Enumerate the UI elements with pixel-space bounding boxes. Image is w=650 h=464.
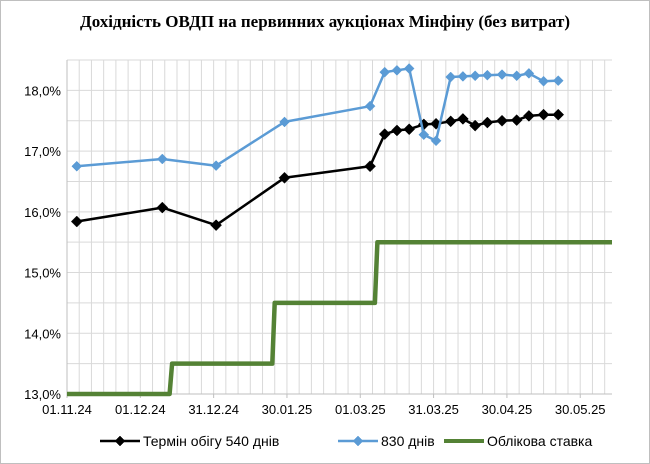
- legend-label: Облікова ставка: [487, 433, 592, 449]
- data-point: [156, 201, 169, 214]
- data-point: [537, 108, 550, 121]
- data-point: [496, 114, 508, 127]
- legend-item-1: Термін обігу 540 днів: [100, 433, 279, 449]
- data-point: [511, 70, 523, 82]
- legend: Термін обігу 540 днів 830 днів Облікова ст…: [100, 433, 592, 449]
- y-tick-label: 16,0%: [24, 205, 61, 220]
- data-point: [481, 116, 494, 129]
- axes: 13,0% 14,0% 15,0% 16,0% 17,0% 18,0% 01.11.24 01…: [24, 60, 612, 417]
- data-point: [482, 69, 493, 81]
- data-point: [469, 119, 481, 132]
- x-tick-label: 01.12.24: [115, 402, 166, 417]
- y-tick-label: 17,0%: [24, 144, 61, 159]
- data-point: [457, 113, 469, 125]
- legend-label: Термін обігу 540 днів: [143, 433, 279, 449]
- legend-label: 830 днів: [381, 433, 435, 449]
- y-tick-label: 18,0%: [24, 83, 61, 98]
- data-point: [378, 128, 391, 140]
- x-tick-label: 30.05.25: [555, 402, 606, 417]
- data-point: [552, 108, 565, 121]
- y-tick-label: 14,0%: [24, 326, 61, 341]
- data-point: [391, 124, 403, 137]
- x-tick-label: 31.12.24: [188, 402, 239, 417]
- data-point: [457, 71, 469, 82]
- series-1: [70, 108, 565, 232]
- data-point: [403, 123, 416, 136]
- data-point: [445, 71, 457, 83]
- data-point: [418, 129, 430, 141]
- data-point: [538, 75, 549, 87]
- data-point: [523, 68, 535, 79]
- data-point: [278, 171, 291, 184]
- data-point: [156, 153, 168, 165]
- data-point: [430, 135, 442, 147]
- x-tick-label: 01.03.25: [335, 402, 386, 417]
- data-point: [552, 75, 564, 87]
- data-point: [364, 160, 376, 173]
- data-point: [469, 70, 481, 82]
- chart-title: Дохідність ОВДП на первинних аукціонах М…: [80, 12, 570, 31]
- series-line: [76, 67, 559, 168]
- x-tick-label: 30.04.25: [482, 402, 533, 417]
- gridlines: [67, 59, 612, 394]
- data-point: [70, 215, 83, 228]
- y-tick-label: 15,0%: [24, 266, 61, 281]
- data-point: [523, 110, 535, 122]
- data-point: [403, 63, 415, 74]
- legend-marker: [114, 435, 126, 447]
- data-point: [444, 115, 457, 128]
- x-tick-label: 31.03.25: [408, 402, 459, 417]
- data-point: [391, 64, 403, 76]
- series-line: [67, 239, 612, 397]
- series-2: [71, 63, 564, 172]
- data-point: [210, 219, 222, 232]
- legend-marker: [352, 435, 364, 447]
- data-point: [364, 100, 376, 112]
- data-point: [210, 160, 222, 172]
- series-3: [67, 239, 612, 397]
- series-group: [67, 63, 612, 397]
- legend-item-3: Облікова ставка: [444, 433, 592, 449]
- data-point: [379, 66, 391, 78]
- series-line: [76, 113, 559, 227]
- data-point: [496, 69, 508, 80]
- y-tick-label: 13,0%: [24, 387, 61, 402]
- data-point: [510, 114, 523, 126]
- legend-item-2: 830 днів: [338, 433, 435, 449]
- data-point: [71, 160, 83, 172]
- x-tick-label: 30.01.25: [262, 402, 313, 417]
- x-tick-label: 01.11.24: [42, 402, 92, 417]
- data-point: [279, 116, 290, 128]
